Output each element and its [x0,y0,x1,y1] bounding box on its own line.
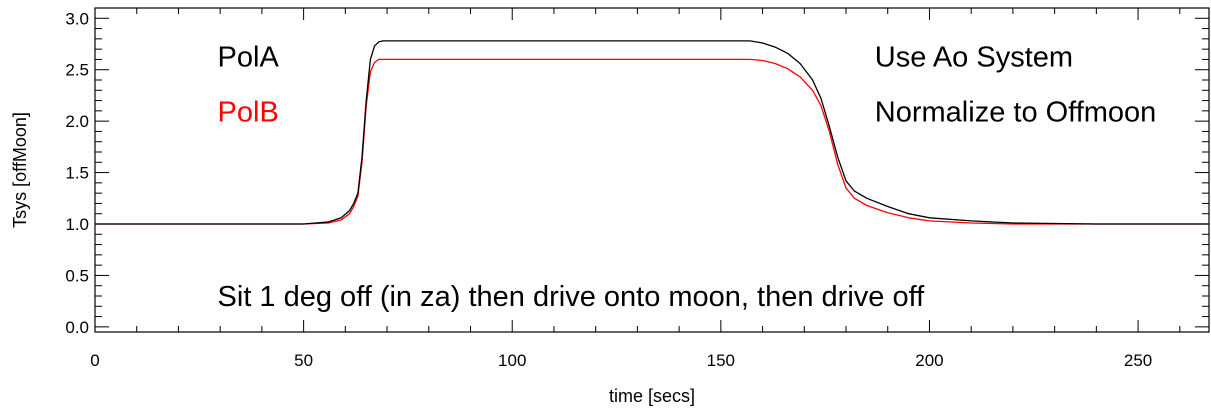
x-tick-label: 0 [90,351,99,370]
x-axis: 0 50 100 150 200 250 [90,8,1181,370]
y-tick-label: 2.0 [65,112,89,131]
x-tick-label: 250 [1124,351,1152,370]
series-line-polb [95,58,1209,225]
y-axis: 0.0 0.5 1.0 1.5 2.0 2.5 3.0 [65,9,1209,337]
annotation-text: Sit 1 deg off (in za) then drive onto mo… [218,281,926,313]
annotations: PolA PolB Use Ao System Normalize to Offmoo… [218,41,1157,313]
y-tick-label: 0.5 [65,266,89,285]
x-tick-label: 150 [707,351,735,370]
series-line-pola [95,40,1209,225]
y-tick-label: 3.0 [65,9,89,28]
annotation-text: PolA [218,41,280,73]
x-tick-label: 200 [915,351,943,370]
series-layer [95,40,1209,225]
x-tick-label: 100 [498,351,526,370]
y-tick-label: 2.5 [65,61,89,80]
annotation-text: Use Ao System [875,41,1073,73]
y-tick-label: 0.0 [65,318,89,337]
annotation-text: PolB [218,96,279,128]
y-tick-label: 1.0 [65,215,89,234]
y-axis-label: Tsys [offMoon] [10,112,30,228]
plot-frame [94,7,1210,333]
x-axis-label: time [secs] [609,386,695,406]
annotation-text: Normalize to Offmoon [875,96,1157,128]
x-tick-label: 50 [294,351,313,370]
y-tick-label: 1.5 [65,164,89,183]
